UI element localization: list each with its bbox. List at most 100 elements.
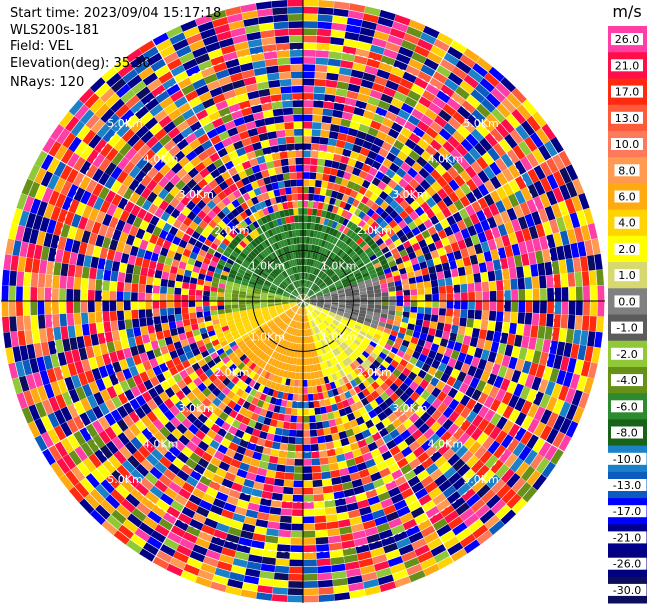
velocity-cell	[253, 290, 261, 295]
velocity-cell	[356, 130, 367, 140]
velocity-cell	[323, 218, 330, 226]
velocity-cell	[271, 182, 279, 190]
velocity-cell	[442, 406, 454, 419]
velocity-cell	[232, 367, 241, 376]
velocity-cell	[148, 154, 161, 167]
velocity-cell	[199, 475, 212, 487]
velocity-cell	[331, 331, 339, 338]
velocity-cell	[393, 156, 404, 168]
velocity-cell	[540, 177, 552, 193]
velocity-cell	[386, 229, 396, 238]
velocity-cell	[217, 292, 225, 297]
velocity-cell	[247, 351, 255, 360]
velocity-cell	[383, 368, 392, 378]
velocity-cell	[141, 334, 151, 344]
velocity-cell	[122, 414, 135, 428]
velocity-cell	[370, 143, 381, 154]
velocity-cell	[270, 235, 277, 244]
velocity-cell	[170, 64, 186, 77]
velocity-cell	[524, 277, 533, 290]
velocity-cell	[347, 321, 355, 327]
velocity-cell	[221, 386, 231, 396]
velocity-cell	[60, 406, 73, 422]
velocity-cell	[300, 351, 303, 358]
velocity-cell	[448, 332, 458, 342]
velocity-cell	[397, 262, 405, 270]
velocity-cell	[486, 113, 501, 128]
velocity-cell	[440, 218, 450, 229]
velocity-cell	[325, 267, 332, 275]
velocity-cell	[532, 437, 546, 454]
velocity-cell	[123, 291, 131, 301]
velocity-cell	[436, 176, 448, 188]
velocity-cell	[481, 98, 496, 113]
velocity-cell	[226, 390, 236, 400]
velocity-cell	[67, 403, 79, 419]
velocity-cell	[331, 116, 342, 126]
velocity-cell	[261, 424, 270, 433]
velocity-cell	[322, 256, 328, 264]
velocity-cell	[272, 204, 279, 213]
velocity-cell	[253, 187, 262, 196]
velocity-cell	[470, 128, 485, 142]
velocity-cell	[441, 262, 451, 271]
velocity-cell	[327, 455, 338, 464]
velocity-cell	[171, 428, 183, 440]
velocity-cell	[391, 122, 404, 133]
velocity-cell	[274, 383, 281, 391]
velocity-cell	[448, 191, 460, 203]
velocity-cell	[176, 120, 190, 133]
velocity-cell	[116, 184, 128, 197]
velocity-cell	[332, 388, 339, 397]
velocity-cell	[309, 302, 317, 305]
velocity-cell	[417, 338, 426, 347]
velocity-cell	[286, 356, 291, 364]
velocity-cell	[317, 355, 323, 363]
velocity-cell	[337, 460, 348, 470]
velocity-cell	[196, 402, 207, 413]
velocity-cell	[509, 457, 524, 473]
velocity-cell	[152, 285, 160, 294]
velocity-cell	[520, 171, 533, 187]
velocity-cell	[268, 221, 275, 229]
velocity-cell	[370, 323, 378, 330]
velocity-cell	[403, 469, 417, 481]
velocity-cell	[287, 310, 293, 316]
velocity-cell	[396, 363, 405, 373]
velocity-cell	[255, 339, 263, 347]
velocity-cell	[172, 475, 186, 488]
velocity-cell	[169, 174, 181, 186]
velocity-cell	[546, 428, 559, 445]
velocity-cell	[276, 173, 284, 182]
velocity-cell	[270, 243, 277, 252]
velocity-cell	[303, 380, 308, 387]
velocity-cell	[235, 258, 243, 265]
velocity-cell	[280, 255, 286, 263]
velocity-cell	[452, 276, 460, 286]
velocity-cell	[285, 253, 290, 261]
velocity-cell	[468, 301, 475, 310]
velocity-cell	[339, 322, 347, 328]
velocity-cell	[283, 421, 291, 430]
velocity-cell	[349, 332, 357, 339]
velocity-cell	[76, 461, 91, 478]
velocity-cell	[396, 229, 405, 239]
velocity-cell	[113, 383, 124, 396]
velocity-cell	[520, 120, 535, 136]
velocity-cell	[339, 526, 353, 535]
velocity-cell	[469, 254, 479, 265]
velocity-cell	[400, 39, 417, 52]
velocity-cell	[354, 537, 368, 547]
velocity-cell	[201, 243, 210, 252]
velocity-cell	[188, 306, 196, 313]
velocity-cell	[335, 315, 342, 321]
velocity-cell	[369, 193, 379, 202]
velocity-cell	[274, 166, 283, 175]
velocity-cell	[22, 227, 33, 243]
velocity-cell	[122, 222, 133, 234]
velocity-cell	[102, 311, 110, 322]
velocity-cell	[384, 215, 394, 224]
velocity-cell	[177, 512, 192, 525]
velocity-cell	[160, 247, 169, 257]
velocity-cell	[148, 260, 158, 270]
